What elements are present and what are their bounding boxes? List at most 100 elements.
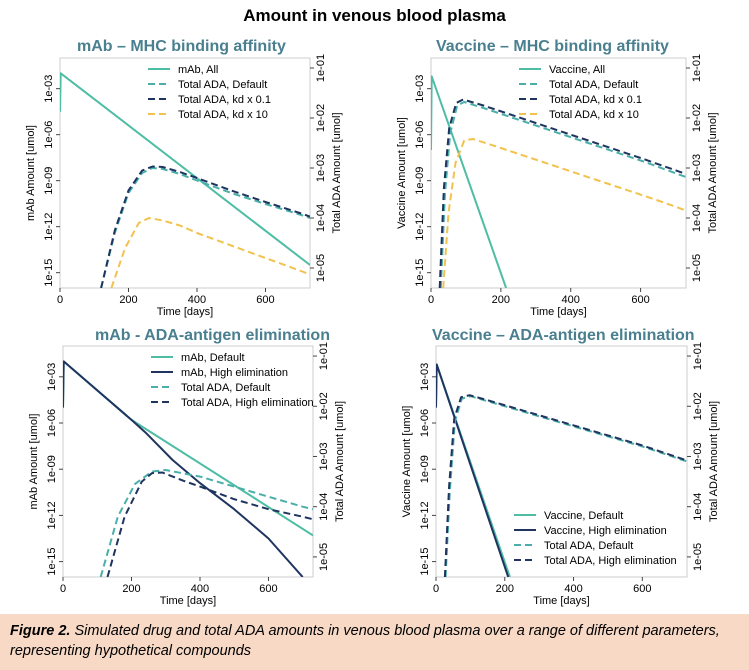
- y-tick-label: 1e-03: [419, 363, 431, 391]
- x-tick-label: 0: [433, 583, 439, 595]
- figure-caption-text: Simulated drug and total ADA amounts in …: [10, 623, 720, 659]
- x-tick-label: 0: [60, 583, 66, 595]
- y2-tick-label: 1e-03: [318, 442, 330, 470]
- y2-tick-label: 1e-01: [692, 342, 704, 370]
- legend-label-3: Total ADA, kd x 0.1: [178, 94, 271, 106]
- legend-label-1: mAb, All: [178, 64, 218, 76]
- y2-tick-label: 1e-02: [692, 392, 704, 420]
- x-tick-label: 0: [428, 294, 434, 306]
- x-tick-label: 400: [188, 294, 206, 306]
- legend-label-3: Total ADA, Default: [544, 540, 633, 552]
- y2-axis-label: Total ADA Amount [umol]: [708, 401, 720, 522]
- x-tick-label: 200: [496, 583, 514, 595]
- chart-panel-2: 0 200 400 600 Time [days] 1e-03 1e-06 1e-09 1e-1…: [396, 54, 719, 318]
- figure-caption: Figure 2. Simulated drug and total ADA a…: [0, 614, 749, 670]
- y-tick-label: 1e-06: [419, 409, 431, 437]
- y-tick-label: 1e-06: [43, 121, 55, 149]
- series-line-2: [63, 360, 304, 577]
- x-tick-label: 200: [122, 583, 140, 595]
- panel-title-vaccine-mhc: Vaccine – MHC binding affinity: [436, 38, 669, 55]
- series-line-4: [106, 471, 313, 577]
- x-tick-label: 400: [564, 583, 582, 595]
- x-tick-label: 600: [259, 583, 277, 595]
- y-tick-label: 1e-15: [43, 259, 55, 287]
- plot-frame: [435, 345, 688, 578]
- plot-frame: [62, 345, 314, 578]
- x-tick-label: 600: [631, 294, 649, 306]
- x-tick-label: 400: [562, 294, 580, 306]
- x-tick-label: 200: [492, 294, 510, 306]
- series-line-2: [436, 363, 510, 577]
- y-tick-label: 1e-09: [43, 167, 55, 195]
- legend-label-4: Total ADA, kd x 10: [178, 109, 268, 121]
- y-axis-label: mAb Amount [umol]: [25, 125, 37, 221]
- series-line-1: [60, 72, 310, 266]
- y2-tick-label: 1e-05: [318, 543, 330, 571]
- panel-title-vaccine-elimination: Vaccine – ADA-antigen elimination: [432, 327, 695, 344]
- legend-label-1: mAb, Default: [181, 352, 245, 364]
- y-axis-label: Vaccine Amount [umol]: [401, 406, 413, 518]
- y2-axis-label: Total ADA Amount [umol]: [331, 112, 343, 233]
- y-tick-label: 1e-03: [43, 75, 55, 103]
- y2-axis-label: Total ADA Amount [umol]: [707, 112, 719, 233]
- series-line-2: [439, 101, 686, 288]
- x-axis-label: Time [days]: [530, 306, 586, 318]
- y2-tick-label: 1e-03: [691, 154, 703, 182]
- y-axis-label: mAb Amount [umol]: [28, 414, 40, 510]
- page-title: Amount in venous blood plasma: [243, 6, 506, 25]
- series-line-4: [442, 138, 686, 288]
- series-line-1: [431, 75, 508, 288]
- charts-canvas: 0 200 400 600 Time [days] 1e-03 1e-06 1e-09 1e-1…: [25, 54, 720, 607]
- series-line-4: [443, 394, 687, 577]
- legend-label-4: Total ADA, High elimination: [181, 397, 314, 409]
- y-tick-label: 1e-09: [414, 167, 426, 195]
- x-tick-label: 200: [119, 294, 137, 306]
- plot-frame: [430, 57, 687, 289]
- y2-tick-label: 1e-04: [691, 204, 703, 232]
- chart-panel-4: 0 200 400 600 Time [days] 1e-03 1e-06 1e-09 1e-1…: [401, 342, 720, 607]
- panel-title-mab-mhc: mAb – MHC binding affinity: [77, 38, 286, 55]
- y2-tick-label: 1e-01: [315, 54, 327, 82]
- y-tick-label: 1e-15: [419, 548, 431, 576]
- chart-panel-3: 0 200 400 600 Time [days] 1e-03 1e-06 1e-09 1e-1…: [28, 342, 346, 607]
- y2-tick-label: 1e-03: [692, 442, 704, 470]
- legend-label-3: Total ADA, kd x 0.1: [549, 94, 642, 106]
- x-tick-label: 600: [633, 583, 651, 595]
- y2-axis-label: Total ADA Amount [umol]: [334, 401, 346, 522]
- x-axis-label: Time [days]: [160, 595, 216, 607]
- y-tick-label: 1e-12: [43, 213, 55, 241]
- y-tick-label: 1e-03: [46, 363, 58, 391]
- legend-label-4: Total ADA, High elimination: [544, 555, 677, 567]
- y2-tick-label: 1e-04: [315, 204, 327, 232]
- chart-panel-1: 0 200 400 600 Time [days] 1e-03 1e-06 1e-09 1e-1…: [25, 54, 343, 318]
- y-tick-label: 1e-06: [414, 121, 426, 149]
- y2-tick-label: 1e-05: [691, 254, 703, 282]
- y-tick-label: 1e-12: [414, 213, 426, 241]
- series-line-3: [438, 98, 686, 288]
- y2-tick-label: 1e-04: [318, 493, 330, 521]
- y-tick-label: 1e-12: [419, 501, 431, 529]
- y-axis-label: Vaccine Amount [umol]: [396, 117, 408, 229]
- y2-tick-label: 1e-02: [691, 104, 703, 132]
- series-line-4: [110, 217, 310, 288]
- x-tick-label: 0: [57, 294, 63, 306]
- y2-tick-label: 1e-02: [315, 104, 327, 132]
- y2-tick-label: 1e-03: [315, 154, 327, 182]
- y2-tick-label: 1e-05: [315, 254, 327, 282]
- y2-tick-label: 1e-01: [691, 54, 703, 82]
- x-axis-label: Time [days]: [157, 306, 213, 318]
- legend-label-3: Total ADA, Default: [181, 382, 270, 394]
- y-tick-label: 1e-15: [46, 548, 58, 576]
- plot-frame: [59, 57, 311, 289]
- legend-label-1: Vaccine, Default: [544, 510, 623, 522]
- y2-tick-label: 1e-04: [692, 493, 704, 521]
- y-tick-label: 1e-03: [414, 75, 426, 103]
- x-axis-label: Time [days]: [533, 595, 589, 607]
- y-tick-label: 1e-12: [46, 501, 58, 529]
- y-tick-label: 1e-09: [46, 455, 58, 483]
- series-line-2: [100, 167, 310, 288]
- legend-label-2: Vaccine, High elimination: [544, 525, 667, 537]
- x-tick-label: 400: [191, 583, 209, 595]
- y2-tick-label: 1e-01: [318, 342, 330, 370]
- legend-label-4: Total ADA, kd x 10: [549, 109, 639, 121]
